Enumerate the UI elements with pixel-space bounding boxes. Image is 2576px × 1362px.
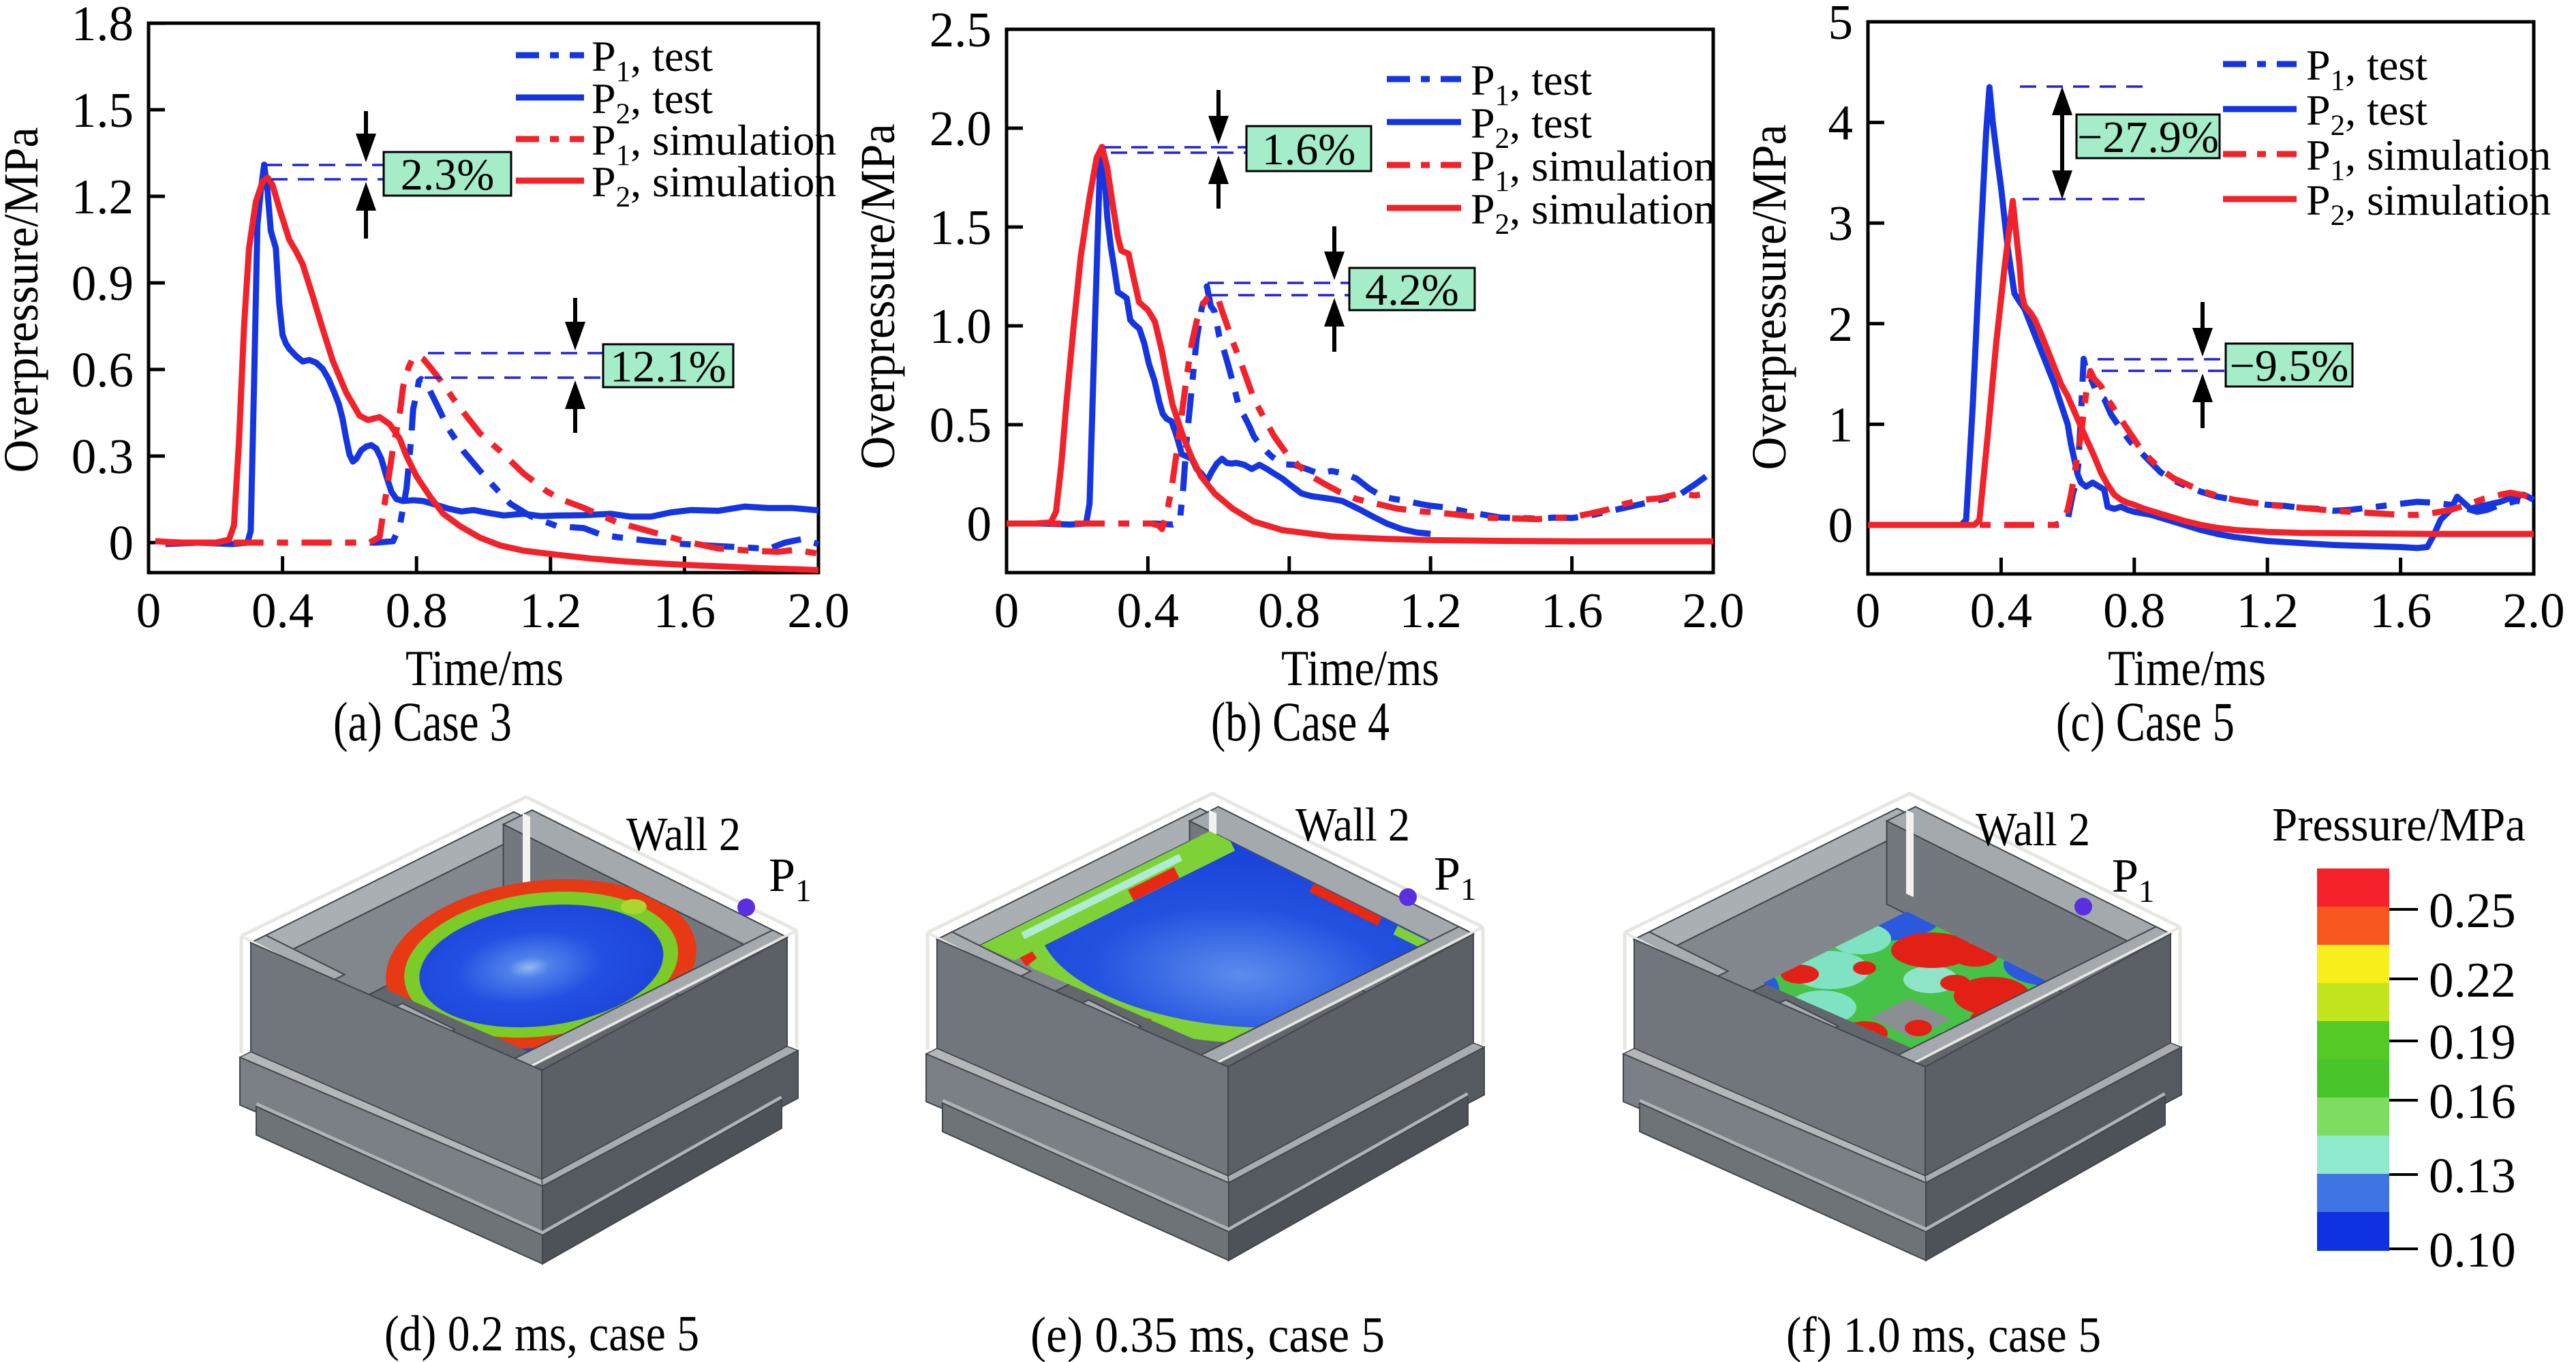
- svg-text:1.6: 1.6: [654, 583, 716, 638]
- svg-text:(c) Case 5: (c) Case 5: [2056, 691, 2235, 753]
- svg-text:0.13: 0.13: [2429, 1148, 2516, 1203]
- svg-text:2.3%: 2.3%: [401, 150, 494, 200]
- svg-text:P1, test: P1, test: [1471, 56, 1592, 112]
- svg-text:(a) Case 3: (a) Case 3: [333, 691, 512, 753]
- svg-text:4.2%: 4.2%: [1365, 265, 1458, 315]
- svg-text:0.10: 0.10: [2429, 1222, 2516, 1277]
- svg-text:1.6%: 1.6%: [1262, 125, 1355, 175]
- svg-text:0.19: 0.19: [2429, 1014, 2516, 1070]
- svg-text:Time/ms: Time/ms: [2108, 641, 2266, 697]
- svg-text:2.5: 2.5: [930, 2, 992, 57]
- svg-text:0.16: 0.16: [2429, 1074, 2516, 1129]
- svg-text:0.3: 0.3: [72, 429, 134, 484]
- svg-text:P2, test: P2, test: [2306, 86, 2427, 142]
- svg-text:P1: P1: [2112, 850, 2154, 909]
- svg-text:2.0: 2.0: [2502, 583, 2564, 638]
- svg-text:Wall 2: Wall 2: [626, 808, 741, 861]
- svg-text:0: 0: [109, 515, 134, 571]
- svg-text:Pressure/MPa: Pressure/MPa: [2272, 799, 2526, 851]
- svg-text:2.0: 2.0: [787, 583, 849, 638]
- svg-text:12.1%: 12.1%: [610, 342, 726, 392]
- svg-text:1.2: 1.2: [2237, 583, 2299, 638]
- svg-text:1.5: 1.5: [930, 200, 992, 255]
- svg-text:0.4: 0.4: [1117, 583, 1179, 638]
- svg-text:2.0: 2.0: [1682, 583, 1744, 638]
- svg-text:P1, test: P1, test: [2306, 41, 2427, 97]
- svg-text:Overpressure/MPa: Overpressure/MPa: [1742, 125, 1796, 470]
- svg-text:1.0: 1.0: [930, 299, 992, 354]
- svg-text:1.6: 1.6: [1541, 583, 1603, 638]
- svg-text:4: 4: [1828, 95, 1854, 151]
- svg-text:Wall 2: Wall 2: [1295, 799, 1410, 851]
- svg-text:P1: P1: [1434, 848, 1476, 907]
- svg-text:Time/ms: Time/ms: [1281, 641, 1439, 697]
- svg-text:(f) 1.0 ms, case 5: (f) 1.0 ms, case 5: [1786, 1307, 2101, 1362]
- svg-text:0.5: 0.5: [930, 397, 992, 453]
- svg-text:P2, test: P2, test: [592, 74, 713, 130]
- svg-text:0.4: 0.4: [1970, 583, 2032, 638]
- svg-text:0.9: 0.9: [72, 256, 134, 311]
- svg-text:Overpressure/MPa: Overpressure/MPa: [850, 124, 905, 470]
- svg-text:P1, simulation: P1, simulation: [2306, 131, 2551, 187]
- svg-text:0.8: 0.8: [1258, 583, 1320, 638]
- svg-text:Wall 2: Wall 2: [1976, 804, 2090, 856]
- svg-text:1.5: 1.5: [72, 82, 134, 138]
- svg-text:P1, simulation: P1, simulation: [1471, 142, 1715, 198]
- svg-text:P2, test: P2, test: [1471, 99, 1592, 155]
- svg-text:0.6: 0.6: [72, 342, 134, 397]
- svg-text:1.2: 1.2: [72, 169, 134, 224]
- svg-text:(e) 0.35 ms, case 5: (e) 0.35 ms, case 5: [1030, 1307, 1385, 1362]
- svg-text:1.8: 1.8: [72, 0, 134, 51]
- svg-text:0: 0: [1828, 498, 1854, 553]
- svg-text:0.8: 0.8: [386, 583, 448, 638]
- svg-text:Overpressure/MPa: Overpressure/MPa: [0, 127, 48, 473]
- svg-text:P2, simulation: P2, simulation: [2306, 176, 2551, 232]
- svg-text:0.25: 0.25: [2429, 883, 2516, 938]
- svg-text:(d) 0.2 ms, case 5: (d) 0.2 ms, case 5: [384, 1306, 699, 1362]
- svg-text:3: 3: [1828, 196, 1854, 251]
- svg-text:(b) Case 4: (b) Case 4: [1211, 691, 1390, 753]
- svg-text:0: 0: [136, 583, 162, 638]
- svg-text:P2, simulation: P2, simulation: [1471, 185, 1715, 241]
- svg-text:P1, simulation: P1, simulation: [592, 116, 836, 172]
- svg-text:2: 2: [1828, 297, 1854, 352]
- svg-text:0: 0: [994, 583, 1019, 638]
- svg-text:−27.9%: −27.9%: [2077, 112, 2219, 162]
- svg-text:P1, test: P1, test: [592, 32, 713, 88]
- svg-text:1: 1: [1828, 397, 1854, 452]
- svg-text:2.0: 2.0: [930, 101, 992, 156]
- svg-text:0.8: 0.8: [2103, 583, 2165, 638]
- svg-text:−9.5%: −9.5%: [2230, 342, 2349, 391]
- svg-text:1.2: 1.2: [519, 583, 581, 638]
- svg-text:1.2: 1.2: [1400, 583, 1462, 638]
- svg-text:1.6: 1.6: [2370, 583, 2432, 638]
- svg-text:0: 0: [1856, 583, 1881, 638]
- svg-text:5: 5: [1828, 0, 1854, 50]
- svg-text:P1: P1: [769, 849, 811, 909]
- svg-text:0.4: 0.4: [251, 583, 313, 638]
- svg-text:0.22: 0.22: [2429, 952, 2516, 1008]
- svg-text:Time/ms: Time/ms: [405, 641, 564, 697]
- svg-text:P2, simulation: P2, simulation: [592, 157, 836, 213]
- svg-text:0: 0: [967, 496, 992, 551]
